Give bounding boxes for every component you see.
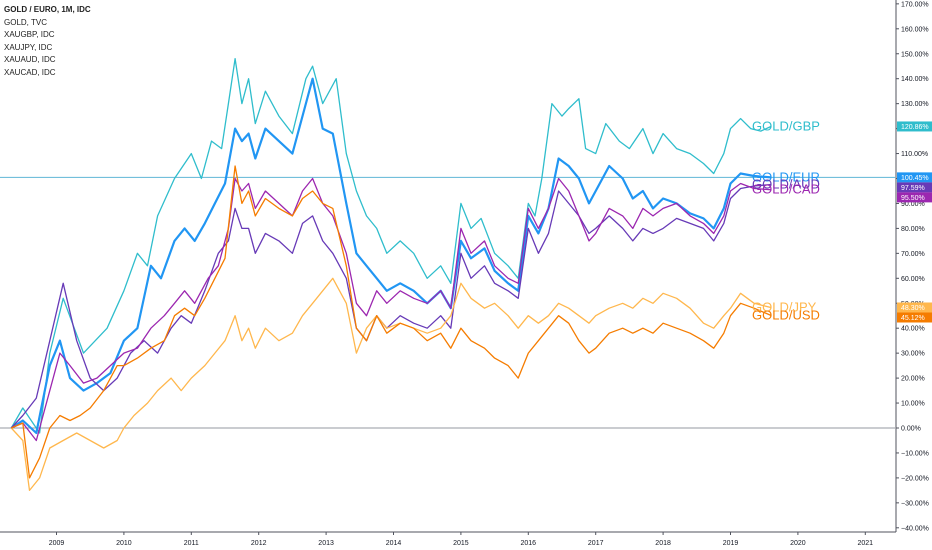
y-tick-label: 170.00% [901, 1, 929, 8]
legend-item[interactable]: GOLD, TVC [4, 17, 47, 27]
series-line[interactable] [10, 58, 772, 434]
series-line[interactable] [11, 165, 772, 479]
y-tick-label: 140.00% [901, 76, 929, 83]
legend-item[interactable]: XAUJPY, IDC [4, 42, 53, 52]
price-badge [897, 121, 932, 132]
series-line[interactable] [11, 177, 771, 442]
price-badge-label: 97.59% [901, 185, 925, 192]
x-tick-label: 2019 [723, 540, 739, 547]
reference-lines [0, 176, 895, 429]
x-tick-label: 2017 [588, 540, 604, 547]
y-tick-label: −10.00% [901, 450, 929, 457]
price-badge-label: 120.86% [901, 124, 929, 131]
x-tick-label: 2015 [453, 540, 469, 547]
y-tick-label: 60.00% [901, 276, 925, 283]
series-line[interactable] [10, 277, 772, 492]
price-badges: 120.86% 100.45% 97.59% 95.50% 48.30% 45.12% [897, 121, 932, 323]
x-tick-label: 2020 [790, 540, 806, 547]
series-label: GOLD/CAD [752, 182, 820, 197]
series-label: GOLD/JPY [752, 299, 817, 314]
x-tick-label: 2018 [655, 540, 671, 547]
x-tick-label: 2011 [184, 540, 199, 547]
series-label: GOLD/GBP [752, 118, 820, 133]
x-tick-label: 2021 [858, 540, 874, 547]
x-tick-label: 2009 [49, 540, 65, 547]
price-badge [897, 192, 932, 203]
price-badge-label: 48.30% [901, 305, 925, 312]
y-tick-label: 80.00% [901, 226, 925, 233]
price-badge [897, 312, 932, 323]
legend-item[interactable]: GOLD / EURO, 1M, IDC [4, 5, 91, 14]
price-badge [897, 302, 932, 313]
series-label: GOLD/USD [752, 307, 820, 322]
x-tick-label: 2012 [251, 540, 267, 547]
legend-item[interactable]: XAUCAD, IDC [4, 67, 56, 77]
y-tick-label: −20.00% [901, 475, 929, 482]
legend: GOLD / EURO, 1M, IDC GOLD, TVC XAUGBP, I… [4, 4, 91, 79]
y-tick-label: 20.00% [901, 376, 925, 383]
x-tick-label: 2014 [386, 540, 402, 547]
series-line[interactable] [10, 77, 771, 435]
y-tick-label: 90.00% [901, 201, 925, 208]
y-tick-label: −30.00% [901, 500, 929, 507]
price-badge [897, 172, 932, 183]
y-tick-label: 0.00% [901, 426, 921, 433]
y-tick-label: 150.00% [901, 51, 929, 58]
price-badge [897, 182, 932, 193]
price-badge-label: 95.50% [901, 195, 925, 202]
price-badge-label: 100.45% [901, 175, 929, 182]
y-tick-label: 40.00% [901, 326, 925, 333]
x-tick-label: 2016 [521, 540, 537, 547]
legend-item[interactable]: XAUGBP, IDC [4, 30, 55, 39]
y-tick-label: −40.00% [901, 525, 929, 532]
series-line[interactable] [10, 183, 771, 429]
series-label: GOLD/AUD [752, 177, 820, 192]
y-tick-label: 10.00% [901, 401, 925, 408]
price-badge-label: 45.12% [901, 315, 925, 322]
y-tick-label: 110.00% [901, 151, 928, 158]
x-tick-label: 2010 [116, 540, 132, 547]
y-tick-label: 160.00% [901, 26, 929, 33]
series-layer [10, 58, 772, 492]
y-axis-bg [896, 0, 932, 550]
y-tick-label: 30.00% [901, 351, 925, 358]
series-label: GOLD/EUR [752, 169, 820, 184]
legend-item[interactable]: XAUAUD, IDC [4, 55, 56, 64]
x-tick-label: 2013 [318, 540, 334, 547]
y-tick-label: 70.00% [901, 251, 925, 258]
y-tick-label: 130.00% [901, 101, 929, 108]
